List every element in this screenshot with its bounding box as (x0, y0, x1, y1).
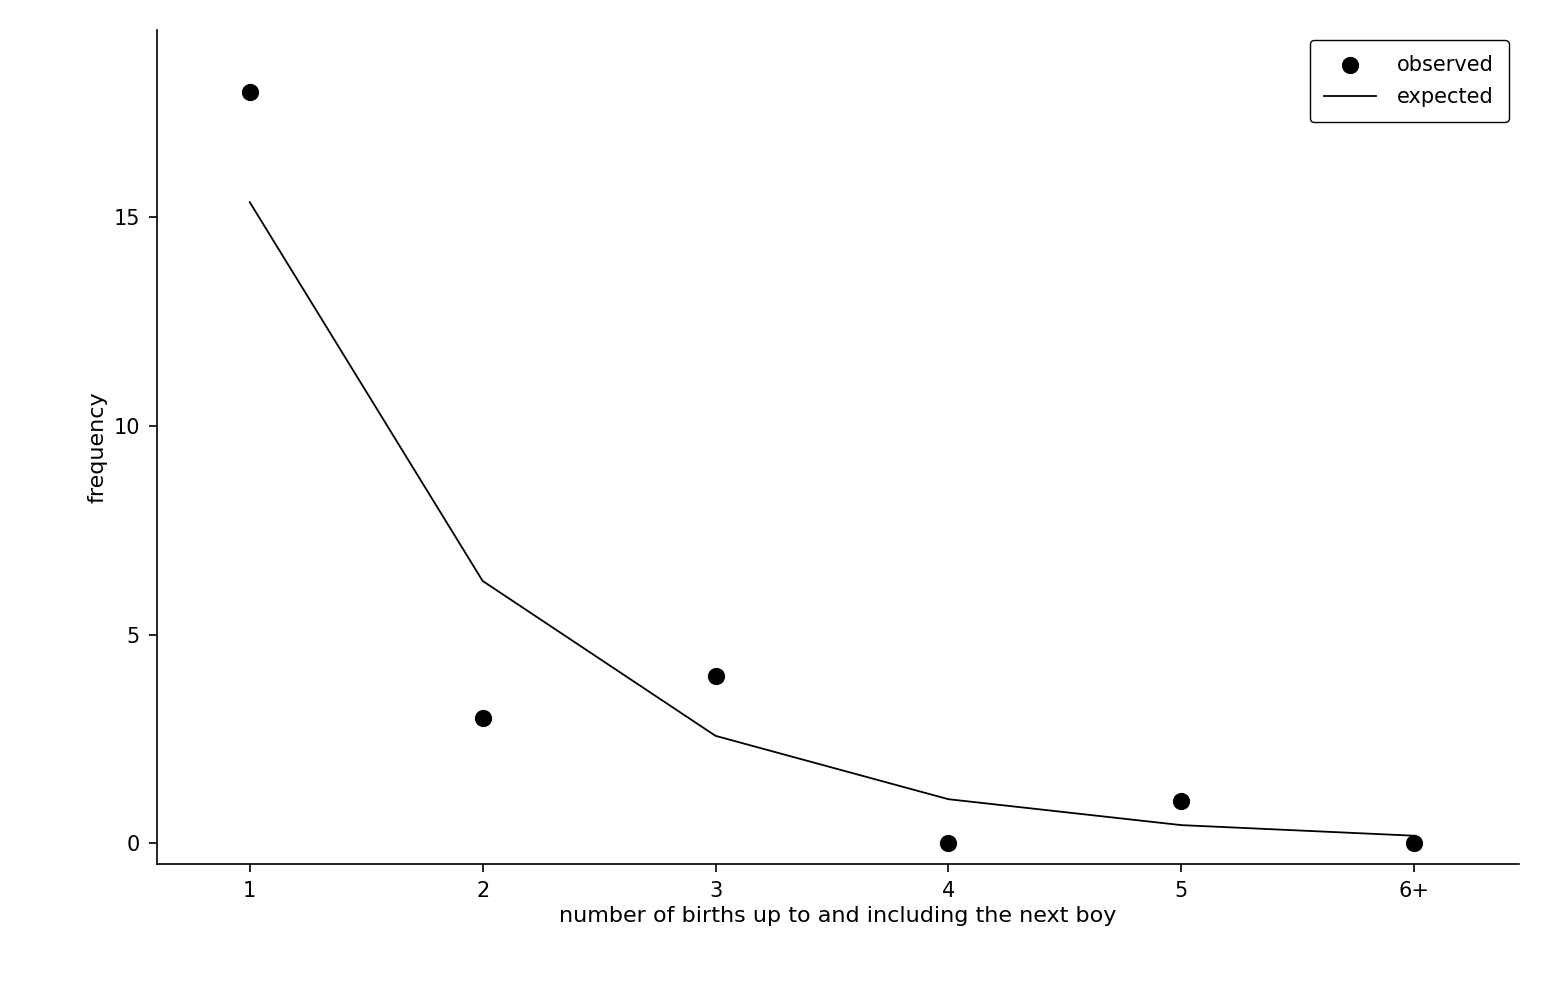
observed (236, 84, 262, 100)
expected (240, 197, 258, 209)
expected (1405, 830, 1423, 842)
observed (1168, 793, 1193, 809)
X-axis label: number of births up to and including the next boy: number of births up to and including the… (559, 907, 1117, 926)
expected (940, 793, 958, 805)
expected (473, 575, 492, 587)
observed (703, 668, 728, 684)
expected (1171, 819, 1190, 831)
expected (706, 730, 725, 742)
Y-axis label: frequency: frequency (88, 391, 108, 502)
observed (470, 710, 495, 726)
Line: expected: expected (249, 203, 1414, 836)
observed (1402, 835, 1427, 851)
Legend: observed, expected: observed, expected (1309, 40, 1508, 122)
observed (936, 835, 962, 851)
